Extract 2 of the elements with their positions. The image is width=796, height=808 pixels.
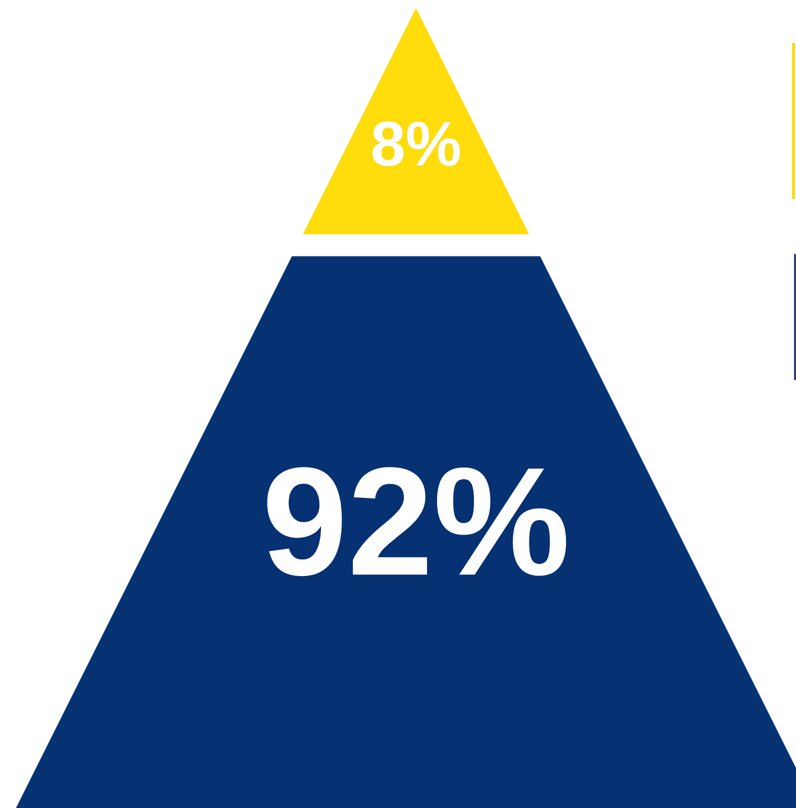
data-label: 92% [262,436,570,608]
data-label: 8% [370,110,462,180]
